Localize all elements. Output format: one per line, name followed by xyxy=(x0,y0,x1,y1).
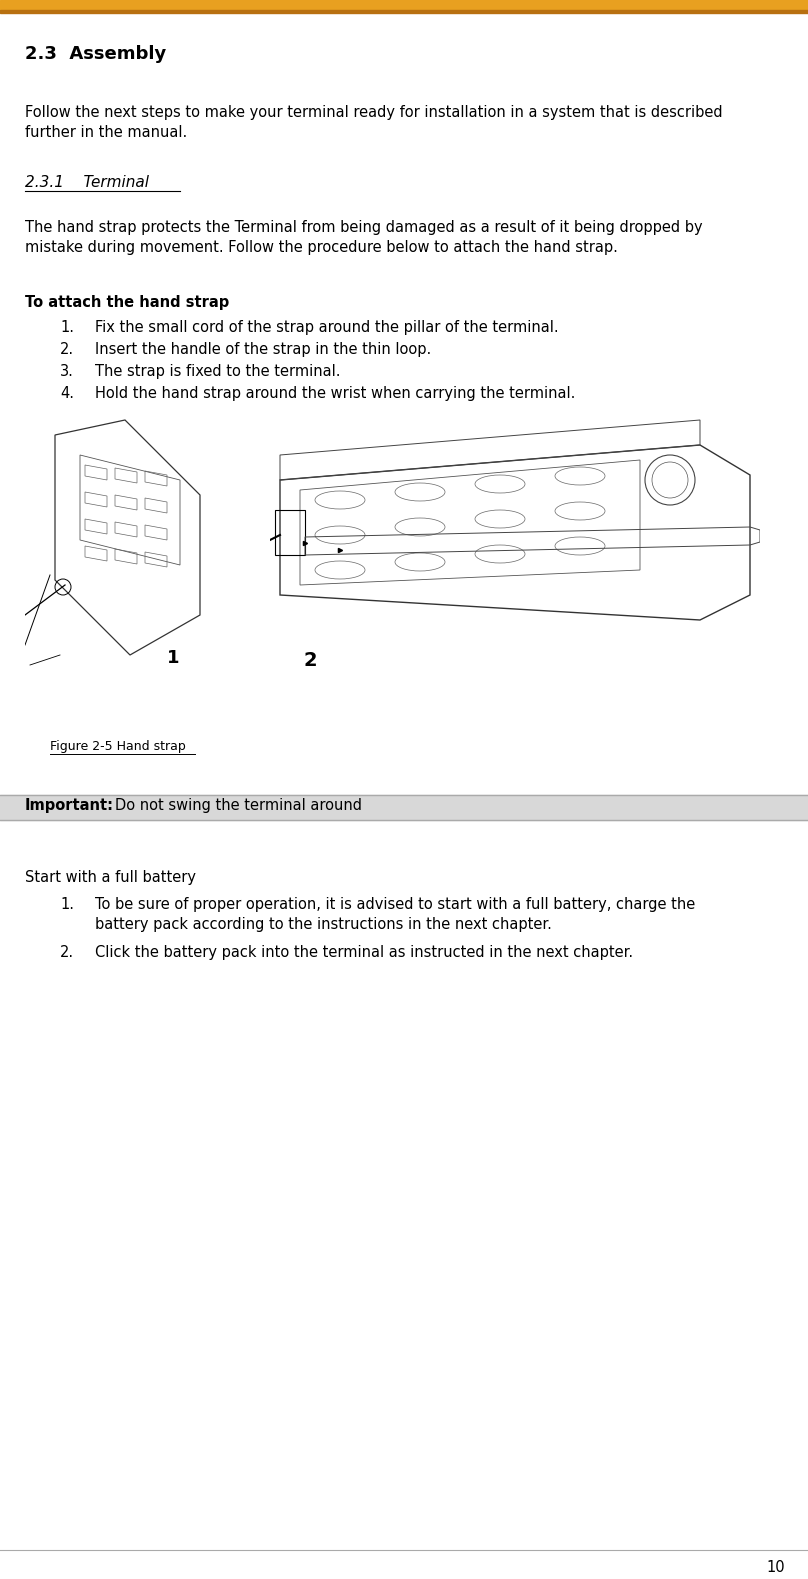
Text: 2.3  Assembly: 2.3 Assembly xyxy=(25,44,166,63)
Text: Do not swing the terminal around: Do not swing the terminal around xyxy=(115,797,362,813)
Text: 10: 10 xyxy=(766,1560,785,1574)
Text: Important:: Important: xyxy=(25,797,114,813)
Bar xyxy=(0,794,808,820)
Text: 2.: 2. xyxy=(60,343,74,357)
Text: To attach the hand strap: To attach the hand strap xyxy=(25,295,229,309)
Text: battery pack according to the instructions in the next chapter.: battery pack according to the instructio… xyxy=(95,917,552,932)
Text: 4.: 4. xyxy=(60,385,74,401)
Text: 2.3.1    Terminal: 2.3.1 Terminal xyxy=(25,175,149,189)
Text: Fix the small cord of the strap around the pillar of the terminal.: Fix the small cord of the strap around t… xyxy=(95,321,558,335)
Text: 1.: 1. xyxy=(60,897,74,913)
Text: 2.: 2. xyxy=(60,944,74,960)
Bar xyxy=(0,0,808,9)
Text: To be sure of proper operation, it is advised to start with a full battery, char: To be sure of proper operation, it is ad… xyxy=(95,897,695,913)
Text: Follow the next steps to make your terminal ready for installation in a system t: Follow the next steps to make your termi… xyxy=(25,104,722,141)
Bar xyxy=(0,9,808,13)
Text: The strap is fixed to the terminal.: The strap is fixed to the terminal. xyxy=(95,365,340,379)
Text: Insert the handle of the strap in the thin loop.: Insert the handle of the strap in the th… xyxy=(95,343,431,357)
Text: Click the battery pack into the terminal as instructed in the next chapter.: Click the battery pack into the terminal… xyxy=(95,944,633,960)
Text: Figure 2-5 Hand strap: Figure 2-5 Hand strap xyxy=(50,741,186,753)
Bar xyxy=(275,510,305,554)
Text: 3.: 3. xyxy=(60,365,74,379)
Text: Hold the hand strap around the wrist when carrying the terminal.: Hold the hand strap around the wrist whe… xyxy=(95,385,575,401)
Text: 1: 1 xyxy=(166,649,179,666)
Text: 2: 2 xyxy=(303,651,317,669)
Text: The hand strap protects the Terminal from being damaged as a result of it being : The hand strap protects the Terminal fro… xyxy=(25,219,703,254)
Text: Start with a full battery: Start with a full battery xyxy=(25,870,196,884)
Text: 1.: 1. xyxy=(60,321,74,335)
